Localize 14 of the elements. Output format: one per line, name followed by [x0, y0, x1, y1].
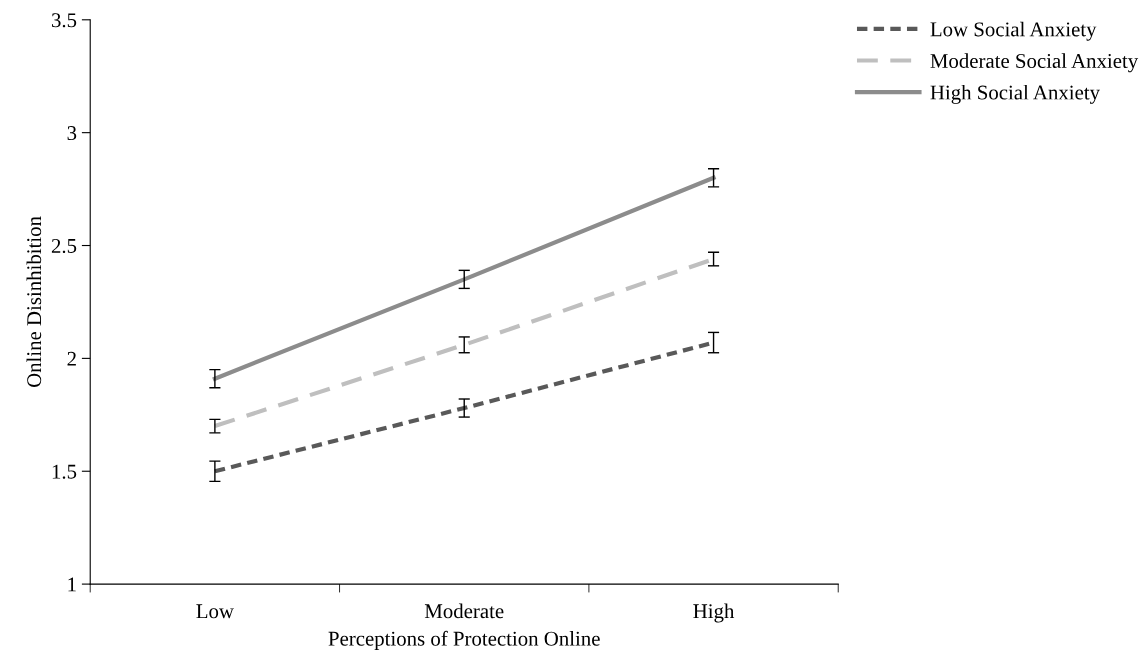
y-axis-title: Online Disinhibition — [26, 216, 42, 388]
legend-label: High Social Anxiety — [930, 84, 1100, 104]
y-tick-label: 1.5 — [52, 464, 77, 479]
x-tick-label: High — [693, 603, 735, 623]
legend-label: Moderate Social Anxiety — [930, 53, 1139, 73]
y-tick-label: 3.5 — [51, 13, 77, 28]
x-axis-title: Perceptions of Protection Online — [328, 630, 600, 650]
legend-label: Low Social Anxiety — [930, 21, 1097, 41]
y-tick-label: 2 — [67, 351, 76, 366]
y-tick-label: 2.5 — [51, 238, 77, 254]
x-tick-label: Moderate — [424, 603, 504, 619]
y-tick-label: 1 — [68, 577, 76, 592]
y-tick-label: 3 — [67, 126, 77, 141]
x-tick-label: Low — [196, 604, 234, 619]
